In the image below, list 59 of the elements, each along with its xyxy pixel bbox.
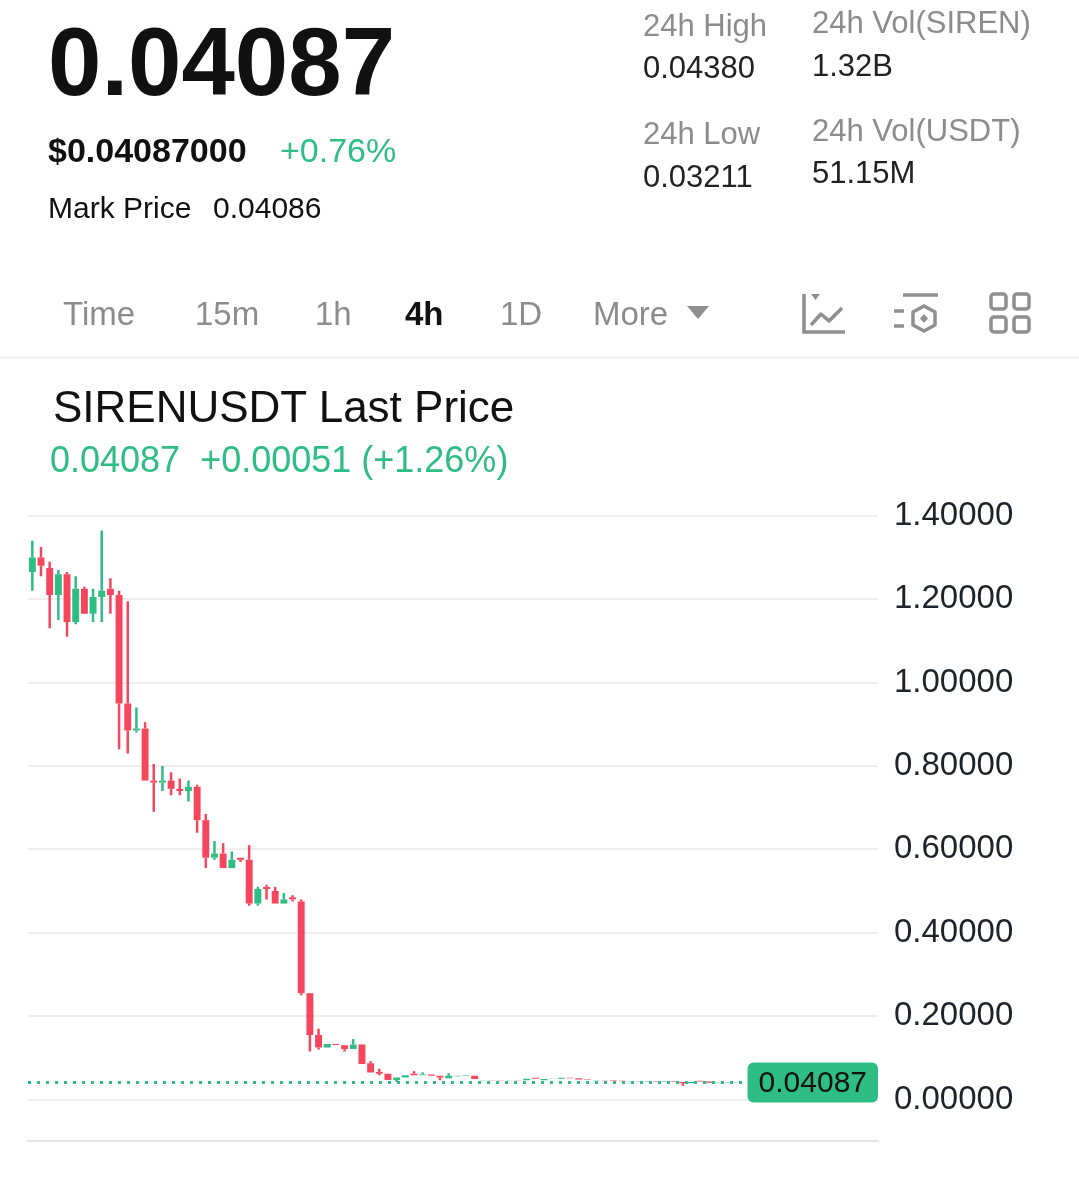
chart-subtitle: 0.04087 +0.00051 (+1.26%) (50, 439, 509, 480)
candlestick (46, 560, 54, 630)
y-tick-label: 0.60000 (894, 828, 1014, 866)
text: 4h (405, 295, 444, 332)
y-tick-label: 1.20000 (894, 578, 1014, 616)
y-tick-label: 1.00000 (894, 661, 1014, 699)
candlestick (323, 1044, 331, 1048)
y-tick-label: 0.20000 (894, 995, 1014, 1033)
text: 1.32B (812, 48, 894, 83)
text: 24h Low (643, 116, 761, 151)
candlestick (54, 568, 62, 622)
text: Time (63, 295, 136, 332)
candlestick (80, 585, 88, 614)
text: +0.76% (280, 131, 397, 169)
y-tick-label: 0.40000 (894, 911, 1014, 949)
y-tick-label: 0.80000 (894, 745, 1014, 783)
text: More (593, 295, 669, 332)
text: 24h Vol(SIREN) (812, 5, 1031, 40)
text: $0.04087000 (48, 131, 247, 169)
candlestick (263, 883, 270, 901)
candlestick (315, 1027, 323, 1051)
candlestick (289, 893, 297, 903)
candlestick (150, 762, 158, 814)
ref-line-label: 0.04087 (758, 1064, 868, 1098)
text: 0.04380 (643, 50, 756, 85)
candlestick (384, 1073, 392, 1080)
candlestick (401, 1075, 409, 1078)
text: 0.04086 (213, 191, 322, 224)
candlestick (124, 600, 132, 755)
y-tick-label: 0.00000 (894, 1078, 1014, 1116)
text: 0.04087 (48, 8, 396, 115)
candlestick (37, 545, 45, 578)
y-tick-label: 1.40000 (894, 494, 1014, 532)
text: 24h Vol(USDT) (812, 113, 1021, 148)
candlestick (211, 839, 218, 862)
text: 0.03211 (643, 159, 753, 194)
text: 1h (315, 295, 352, 332)
candlestick (419, 1071, 427, 1076)
candlestick (367, 1059, 375, 1073)
text: 24h High (643, 8, 768, 43)
candlestick (341, 1045, 349, 1053)
chart-title: SIRENUSDT Last Price (53, 382, 515, 431)
candlestick (471, 1075, 479, 1080)
text: 15m (195, 295, 260, 332)
candlestick (158, 764, 166, 793)
candlestick (106, 577, 114, 616)
candlestick (115, 589, 123, 751)
candlestick (184, 779, 192, 803)
text: 1D (500, 295, 543, 332)
candlestick (98, 529, 106, 624)
candlestick (28, 539, 36, 593)
candlestick (237, 857, 244, 864)
text: Mark Price (48, 191, 192, 224)
candlestick (72, 575, 80, 626)
text: 51.15M (812, 155, 916, 190)
candlestick (358, 1044, 366, 1065)
candlestick (375, 1067, 383, 1077)
candlestick (349, 1037, 357, 1050)
candlestick (132, 706, 140, 734)
